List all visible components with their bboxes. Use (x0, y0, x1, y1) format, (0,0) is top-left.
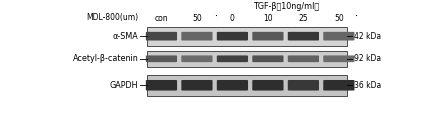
FancyBboxPatch shape (323, 55, 354, 62)
Bar (147, 26, 347, 46)
FancyBboxPatch shape (181, 32, 212, 40)
Text: 50: 50 (334, 14, 344, 23)
Text: 0: 0 (230, 14, 235, 23)
Text: MDL-800(um): MDL-800(um) (86, 13, 138, 22)
Bar (147, 75, 347, 96)
Text: 92 kDa: 92 kDa (354, 54, 381, 63)
FancyBboxPatch shape (323, 32, 354, 40)
Text: α-SMA: α-SMA (113, 32, 138, 41)
Text: con: con (155, 14, 168, 23)
FancyBboxPatch shape (181, 80, 212, 90)
Text: 42 kDa: 42 kDa (354, 32, 381, 41)
FancyBboxPatch shape (217, 80, 248, 90)
Bar (147, 51, 347, 67)
Text: 25: 25 (298, 14, 308, 23)
FancyBboxPatch shape (288, 55, 319, 62)
FancyBboxPatch shape (288, 80, 319, 90)
FancyBboxPatch shape (217, 55, 248, 62)
Text: GAPDH: GAPDH (110, 81, 138, 90)
Text: 36 kDa: 36 kDa (354, 81, 381, 90)
Text: 10: 10 (263, 14, 273, 23)
FancyBboxPatch shape (181, 55, 212, 62)
FancyBboxPatch shape (323, 80, 354, 90)
FancyBboxPatch shape (146, 32, 177, 40)
FancyBboxPatch shape (252, 80, 284, 90)
FancyBboxPatch shape (252, 55, 284, 62)
FancyBboxPatch shape (288, 32, 319, 40)
Text: Acetyl-β-catenin: Acetyl-β-catenin (73, 54, 138, 63)
FancyBboxPatch shape (146, 80, 177, 90)
FancyBboxPatch shape (252, 32, 284, 40)
FancyBboxPatch shape (146, 55, 177, 62)
Text: 50: 50 (192, 14, 202, 23)
Text: TGF-β（10ng/ml）: TGF-β（10ng/ml） (253, 2, 319, 11)
FancyBboxPatch shape (217, 32, 248, 40)
